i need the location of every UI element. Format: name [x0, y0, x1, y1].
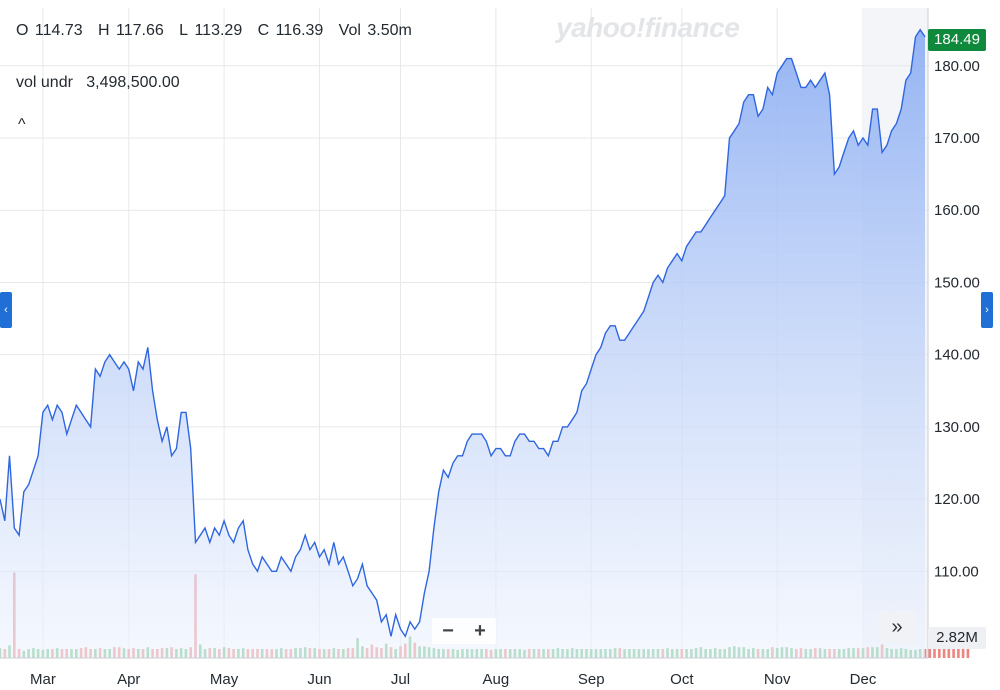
close-value: 116.39 [275, 22, 324, 39]
x-tick-label: Oct [670, 671, 694, 688]
y-tick-label: 110.00 [934, 563, 979, 580]
scroll-right-button[interactable]: › [981, 292, 993, 328]
x-tick-label: Jun [307, 671, 331, 688]
scroll-left-button[interactable]: ‹ [0, 292, 12, 328]
jump-to-latest-button[interactable]: » [878, 611, 916, 643]
last-volume-tag: 2.82M [928, 627, 986, 649]
y-tick-label: 180.00 [934, 58, 980, 75]
volume-bar [933, 649, 936, 658]
volume-bar [952, 649, 955, 658]
y-tick-label: 140.00 [934, 347, 980, 364]
x-tick-label: Aug [483, 671, 510, 688]
volume-bar [957, 649, 960, 658]
y-tick-label: 160.00 [934, 202, 980, 219]
vol-undr-value: 3,498,500.00 [86, 74, 180, 91]
volume-bar [961, 649, 965, 658]
price-line [0, 28, 926, 638]
close-label: C [257, 22, 270, 39]
volume-label: Vol [338, 22, 361, 39]
zoom-out-button[interactable]: − [442, 620, 454, 642]
y-tick-label: 130.00 [934, 419, 980, 436]
y-tick-label: 120.00 [934, 491, 980, 508]
low-label: L [179, 22, 189, 39]
volume-bar [966, 649, 970, 658]
x-tick-label: Mar [30, 671, 56, 688]
y-tick-label: 150.00 [934, 274, 980, 291]
x-tick-label: Jul [391, 671, 410, 688]
x-tick-label: Dec [850, 671, 877, 688]
x-tick-label: Nov [764, 671, 791, 688]
x-tick-label: Sep [578, 671, 605, 688]
zoom-controls: − + [432, 618, 496, 644]
vol-undr-readout: vol undr 3,498,500.00 [16, 74, 180, 92]
open-value: 114.73 [34, 22, 83, 39]
low-value: 113.29 [194, 22, 243, 39]
last-price-tag: 184.49 [928, 29, 986, 51]
high-label: H [98, 22, 110, 39]
y-axis-ticks: 110.00 120.00 130.00 140.00 150.00 160.00 170.… [934, 58, 980, 581]
volume-value: 3.50m [367, 22, 412, 39]
vol-undr-label: vol undr [16, 74, 73, 91]
volume-bar [928, 649, 932, 658]
ohlc-readout: O 114.73 H 117.66 L 113.29 C 116.39 Vol … [16, 22, 414, 40]
y-tick-label: 170.00 [934, 130, 980, 147]
x-axis-ticks: Mar Apr May Jun Jul Aug Sep Oct Nov Dec [30, 671, 877, 688]
zoom-in-button[interactable]: + [474, 620, 486, 642]
high-value: 117.66 [116, 22, 164, 39]
x-tick-label: May [210, 671, 239, 688]
collapse-chevron-up-icon[interactable]: ^ [18, 116, 26, 133]
volume-bar [938, 648, 941, 658]
volume-bar [947, 649, 951, 658]
price-area [0, 29, 925, 658]
volume-bar [942, 649, 946, 658]
yahoo-finance-watermark: yahoo!finance [556, 12, 740, 43]
open-label: O [16, 22, 29, 39]
x-tick-label: Apr [117, 671, 140, 688]
